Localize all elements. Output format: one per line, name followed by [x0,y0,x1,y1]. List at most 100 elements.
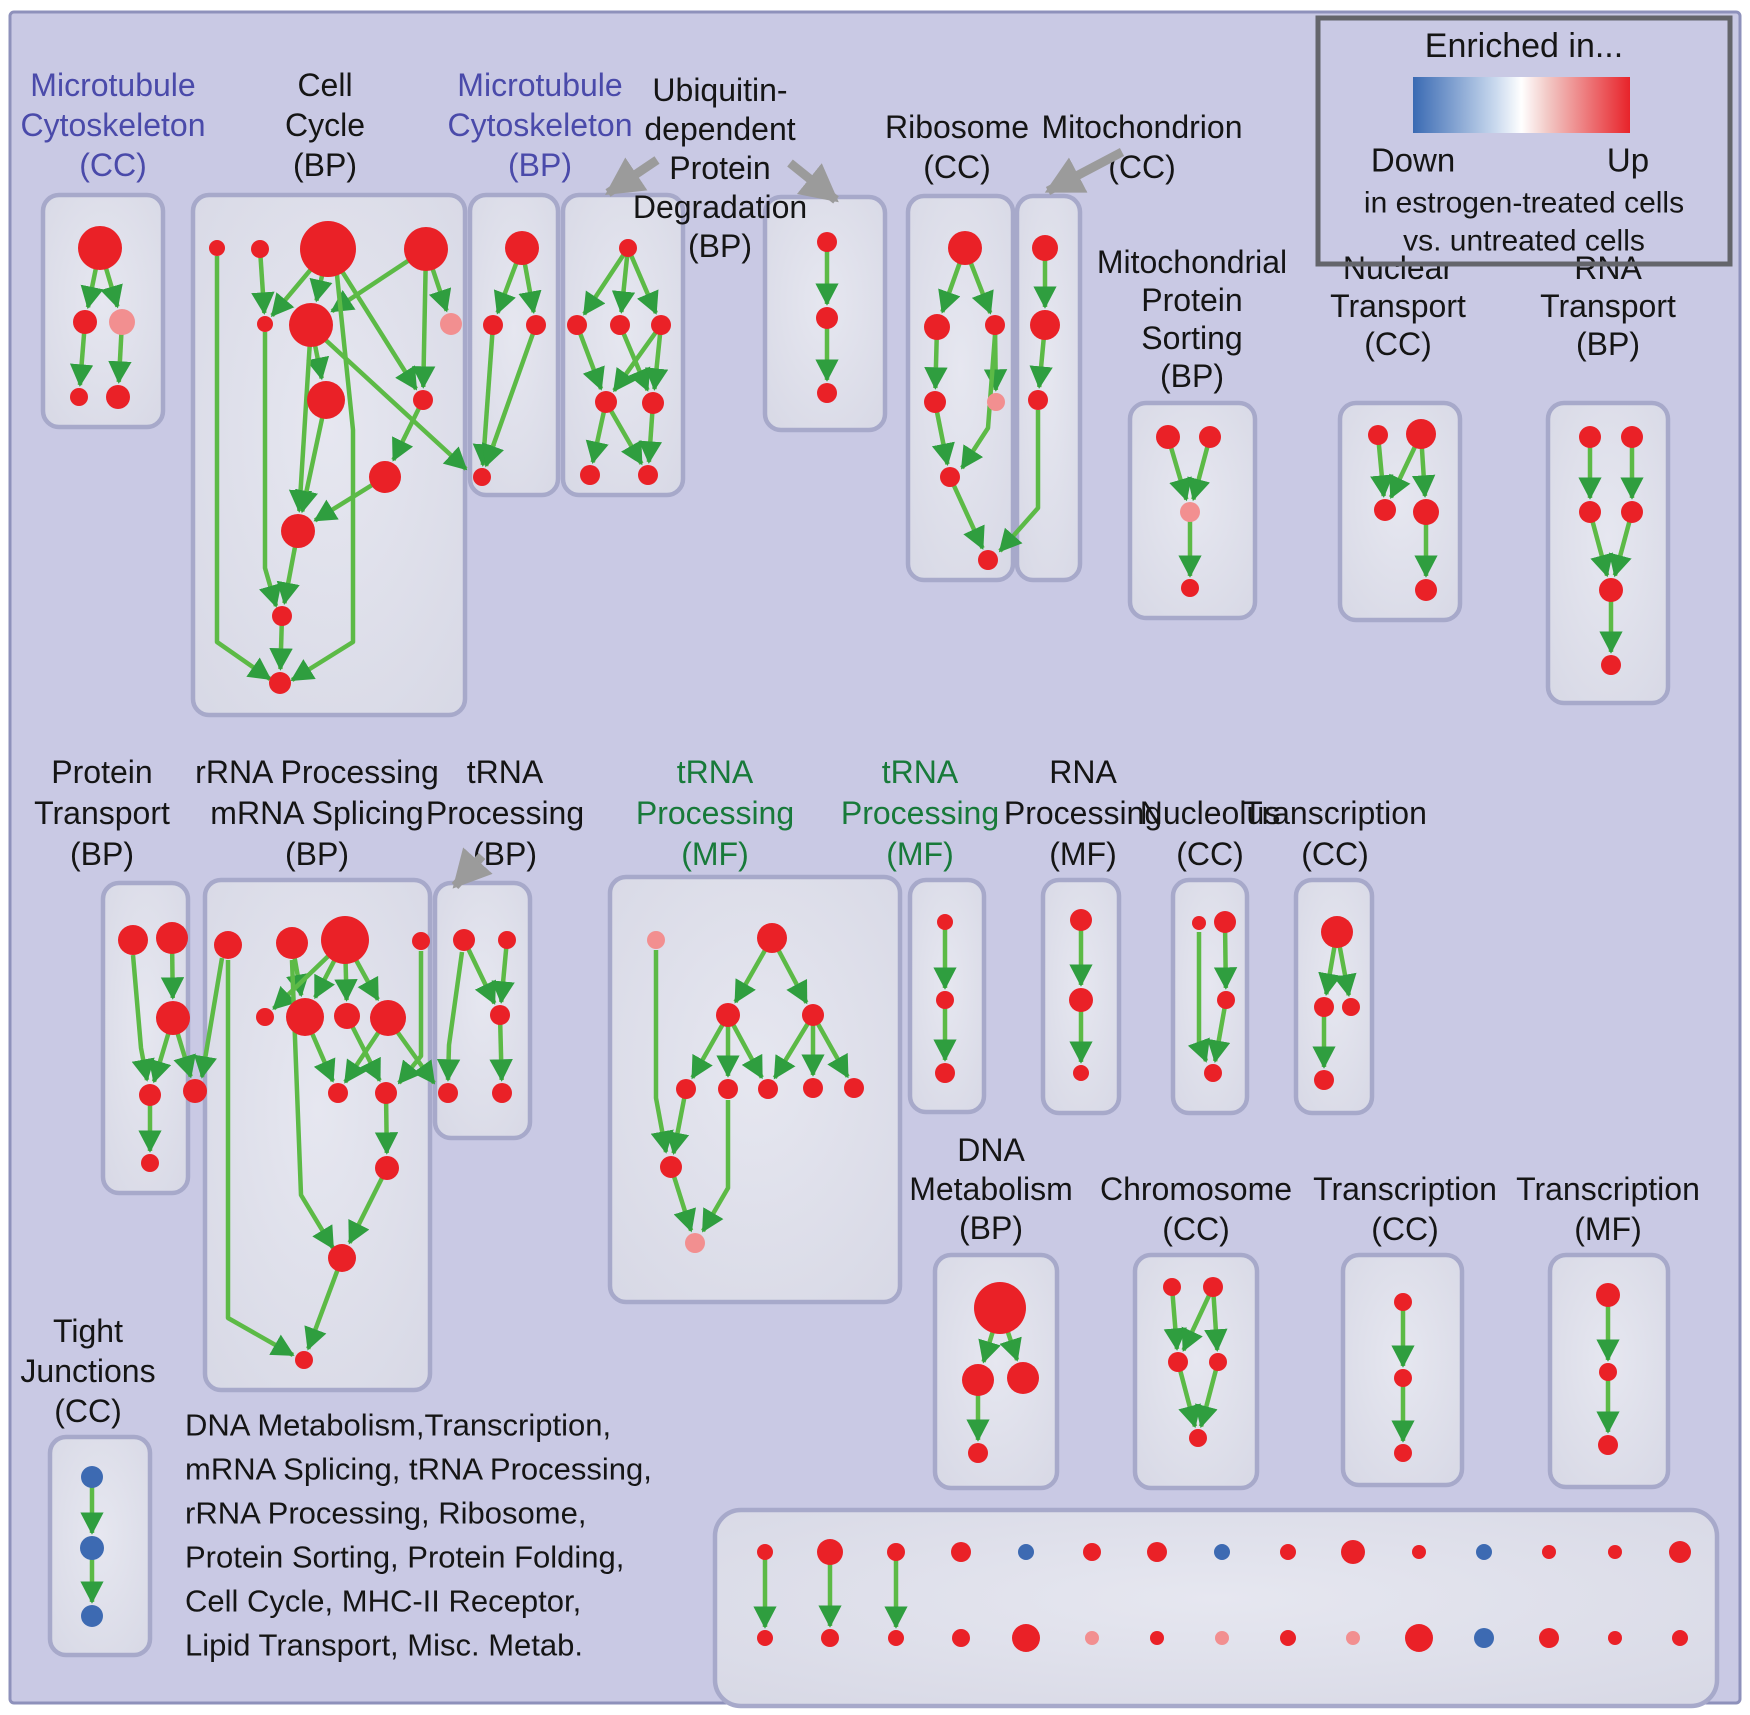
go-term-node-transcription-mf [1598,1435,1618,1455]
edge-ub-bp [617,324,651,392]
go-term-node-ribosome-cc [948,231,982,265]
cluster-label-tight-junctions: Junctions [20,1353,155,1389]
go-term-node-trna-bp [490,1005,510,1025]
go-term-node-rrna-bp [412,932,430,950]
go-term-node-cell-cycle [440,313,462,335]
go-term-node-rrna-bp [295,1351,313,1369]
legend-subtitle-2: vs. untreated cells [1403,225,1645,258]
edge-trna-mf-1 [666,1088,690,1156]
cluster-box-transcription-cc-1 [1293,877,1375,1116]
cluster-label-rna-transport: Transport [1540,288,1676,324]
misc-note-text: DNA Metabolism,Transcription, [185,1408,611,1443]
go-term-node-rrna-bp [375,1082,397,1104]
cluster-label-dna-metabolism: Metabolism [909,1171,1073,1207]
go-term-node-nt-cc [1406,419,1436,449]
edge-ub-bp [574,324,605,391]
go-term-node-transcription-mf [1596,1283,1620,1307]
go-term-node-tight-cc [81,1466,103,1488]
go-term-node-misc [1669,1541,1691,1563]
go-term-node-pt-bp [139,1084,161,1106]
go-term-node-rrna-bp [256,1008,274,1026]
edge-trna-bp [489,1014,513,1082]
cluster-label-mitochondrion: Mitochondrion [1042,109,1243,145]
go-term-node-cell-cycle [257,316,273,332]
go-term-node-rrna-bp [214,931,242,959]
go-term-node-transcription-cc-1 [1342,998,1360,1016]
go-term-node-ribosome-cc [987,393,1005,411]
go-term-node-rt-bp [1599,578,1623,602]
edge-ub-bp [625,247,659,315]
cross-edge-mito-to-ribosome [998,410,1041,553]
cluster-label-trna-mf-1: tRNA [677,754,754,790]
go-term-node-pt-bp [183,1079,207,1103]
go-term-node-trna-mf-1 [676,1079,696,1099]
cluster-box-dna-bp [932,1252,1060,1491]
cluster-label-ribosome: (CC) [923,149,991,185]
go-term-node-transcription-cc-1 [1314,1070,1334,1090]
edge-ub-bp [604,400,644,466]
go-term-node-pt-bp [141,1154,159,1172]
go-term-node-misc [1085,1631,1099,1645]
go-term-node-misc [1476,1544,1492,1560]
go-term-node-transcription-cc-2 [1394,1369,1412,1387]
go-term-node-chromosome-cc [1203,1277,1223,1297]
go-term-node-rrna-bp [286,998,324,1036]
go-term-node-pt-bp [156,1001,190,1035]
go-term-node-cell-cycle [404,227,448,271]
cluster-label-cell-cycle: (BP) [293,147,357,183]
go-term-node-mps-bp [1199,426,1221,448]
edge-mt-bp [481,324,539,468]
cluster-label-nuclear-transport: Nuclear [1343,250,1454,286]
cluster-label-mt-cc: Microtubule [30,67,195,103]
edge-rrna-bp [347,1166,390,1245]
cluster-label-mt-bp: Microtubule [457,67,622,103]
go-term-node-trna-bp [498,931,516,949]
go-term-node-nt-cc [1374,499,1396,521]
edge-chromosome-cc [1204,1286,1228,1352]
go-term-node-trna-mf-2 [937,914,953,930]
go-term-node-rrna-bp [328,1083,348,1103]
cluster-label-mps: (BP) [1160,358,1224,394]
go-term-node-trna-bp [453,929,475,951]
misc-note-text: Protein Sorting, Protein Folding, [185,1540,624,1575]
go-term-node-rt-bp [1621,426,1643,448]
go-term-node-cell-cycle [300,221,356,277]
edge-trna-bp [461,939,497,1005]
go-term-node-ub-bp [595,391,617,413]
go-term-node-misc [1280,1630,1296,1646]
go-term-node-misc [1012,1624,1040,1652]
edge-cell-cycle [411,248,436,389]
cluster-box-trna-mf-1 [607,874,903,1305]
cluster-label-rrna: rRNA Processing [195,754,439,790]
go-term-node-rrna-bp [370,1000,406,1036]
go-term-node-misc [1147,1542,1167,1562]
cross-edge-rrna-to-proteintransport [193,957,225,1079]
go-term-node-nucleolus-cc [1214,911,1236,933]
go-term-node-rrna-bp [276,927,308,959]
edge-cell-cycle [290,274,356,682]
cluster-box-rrna-bp [202,877,433,1393]
go-term-node-cell-cycle [369,461,401,493]
go-term-node-misc [1341,1540,1365,1564]
edge-cell-cycle [251,248,275,315]
go-term-node-mt-cc [78,226,122,270]
go-term-node-mito-cc [1030,310,1060,340]
legend-box [1315,15,1733,267]
cluster-label-chromosome: Chromosome [1100,1171,1292,1207]
go-term-node-cell-cycle [307,381,345,419]
go-term-node-trna-mf-1 [757,923,787,953]
go-term-node-misc [1083,1543,1101,1561]
go-term-node-rna-mf [1073,1065,1089,1081]
go-term-node-pt-bp [156,922,188,954]
cluster-label-mt-bp: Cytoskeleton [448,107,633,143]
go-term-node-misc [1405,1624,1433,1652]
go-term-node-ribosome-cc [978,550,998,570]
go-term-node-mt-bp [473,468,491,486]
cluster-label-nucleolus: (CC) [1176,836,1244,872]
go-term-node-cell-cycle [281,514,315,548]
go-term-node-misc [1018,1544,1034,1560]
cluster-box-ub-bp [560,192,686,498]
go-term-node-rna-mf [1069,988,1093,1012]
go-term-node-nt-cc [1413,499,1439,525]
go-term-node-trna-mf-1 [803,1078,823,1098]
